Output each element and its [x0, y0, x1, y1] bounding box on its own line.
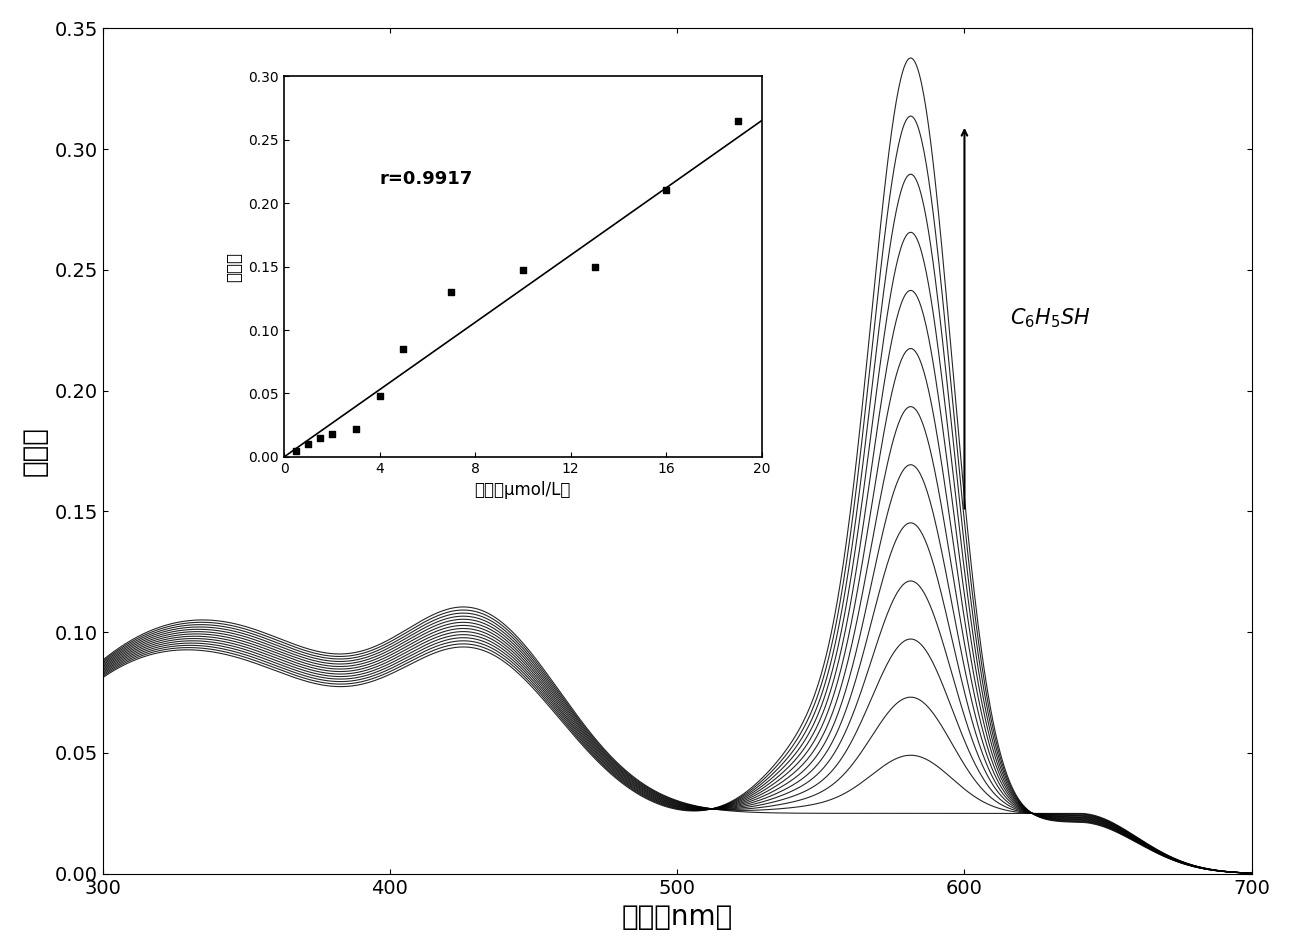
Point: [513, 263, 533, 278]
Point: [584, 259, 604, 274]
Point: [297, 437, 319, 452]
Point: [728, 113, 749, 129]
Point: [392, 342, 413, 357]
Point: [321, 426, 342, 442]
Point: [345, 422, 367, 437]
Y-axis label: 吸光度: 吸光度: [21, 426, 49, 476]
Text: r=0.9917: r=0.9917: [380, 170, 473, 188]
X-axis label: 波长（nm）: 波长（nm）: [621, 903, 733, 931]
X-axis label: 浓度（μmol/L）: 浓度（μmol/L）: [475, 482, 571, 500]
Text: $C_6H_5SH$: $C_6H_5SH$: [1011, 307, 1091, 330]
Y-axis label: 吸光度: 吸光度: [225, 251, 243, 282]
Point: [310, 430, 330, 446]
Point: [656, 183, 676, 198]
Point: [369, 388, 390, 404]
Point: [440, 285, 462, 300]
Point: [285, 443, 306, 458]
